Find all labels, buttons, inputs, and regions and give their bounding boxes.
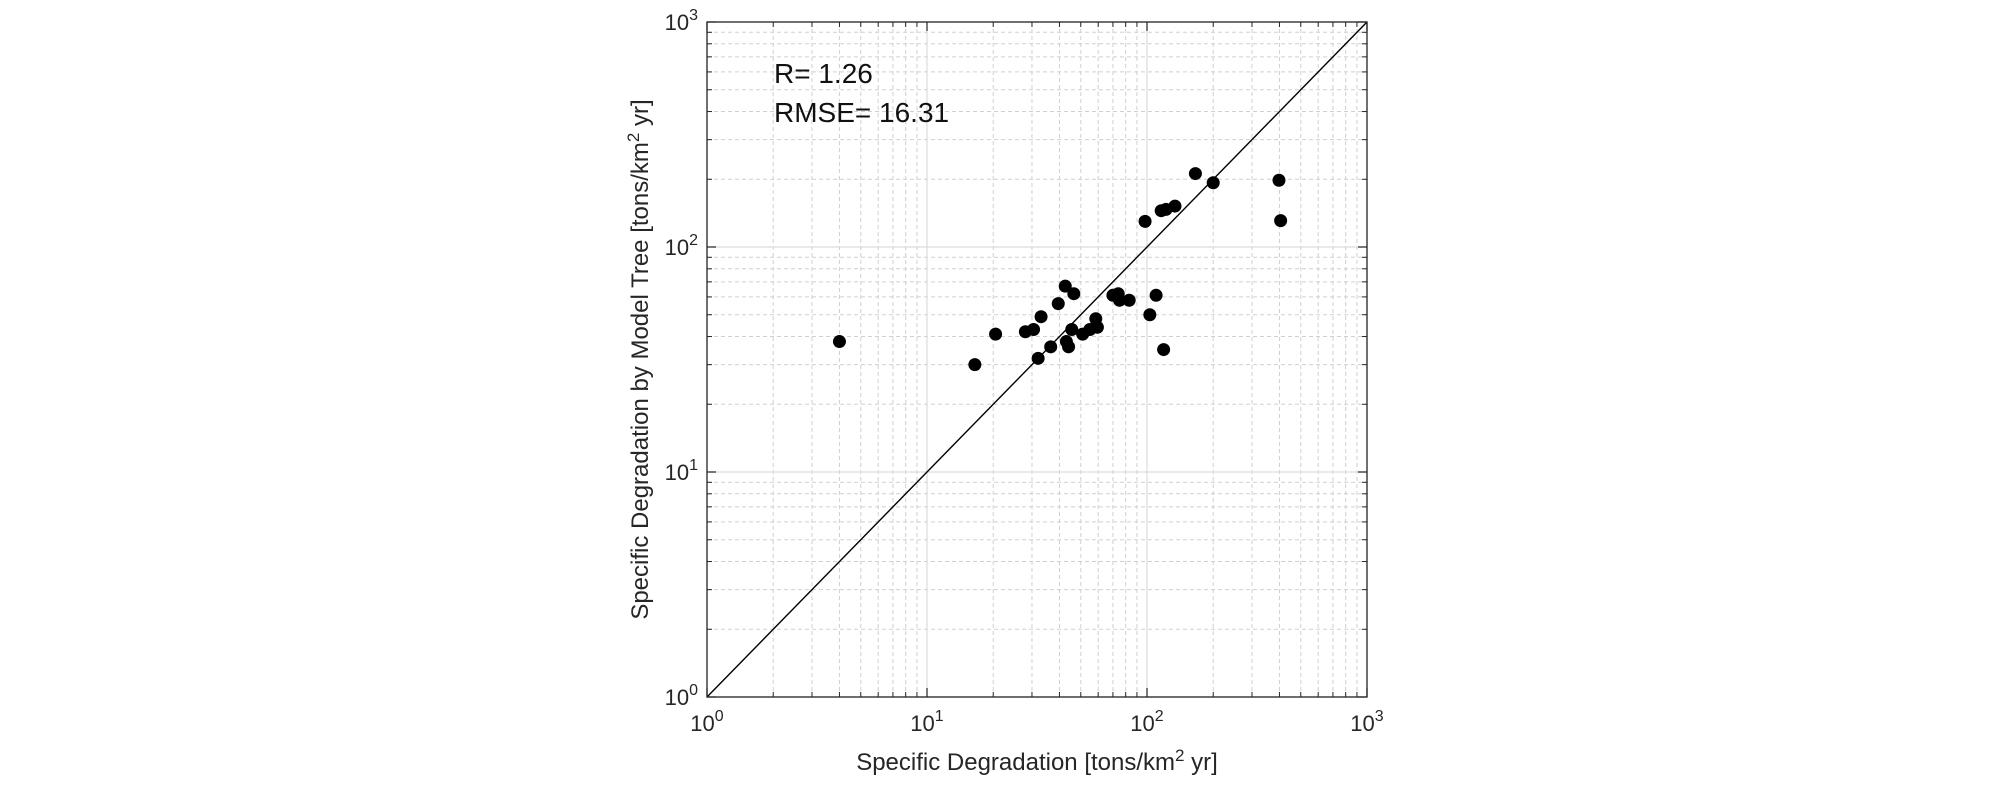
data-point [1044,340,1058,354]
data-point [989,327,1003,341]
data-point [1090,320,1104,334]
annotation-rmse: RMSE= 16.31 [774,97,949,128]
tick-exponent: 1 [935,708,944,725]
data-point [1168,199,1182,213]
x-tick-labels: 100 101 102 103 [690,708,1383,736]
x-tick-label: 101 [910,708,943,736]
data-point [1272,173,1286,187]
data-point [832,335,846,349]
data-point [1138,214,1152,228]
plot-frame [706,21,1368,698]
x-axis-title: Specific Degradation [tons/km2 yr] [856,746,1218,776]
minor-grid [707,22,1367,697]
tick-exponent: 2 [1155,708,1164,725]
data-points [832,167,1288,372]
y-tick-label: 102 [665,232,698,260]
tick-base: 10 [1130,711,1154,736]
tick-exponent: 3 [689,7,698,24]
y-axis-title-end: yr] [627,99,654,132]
tick-base: 10 [910,711,934,736]
tick-base: 10 [665,460,689,485]
tick-exponent: 0 [689,682,698,699]
x-axis-title-end: yr] [1184,749,1217,776]
x-tick-label: 102 [1130,708,1163,736]
tick-exponent: 3 [1375,708,1384,725]
x-axis-title-main: Specific Degradation [tons/km [856,749,1175,776]
tick-base: 10 [690,711,714,736]
data-point [1113,293,1127,307]
data-point [1034,310,1048,324]
y-axis-title-sup: 2 [624,133,643,142]
data-point [1206,176,1220,190]
tick-base: 10 [1350,711,1374,736]
data-point [1027,322,1041,336]
tick-exponent: 1 [689,457,698,474]
x-tick-label: 103 [1350,708,1383,736]
tick-exponent: 2 [689,232,698,249]
y-tick-label: 103 [665,7,698,35]
data-point [1157,343,1171,357]
data-point [1067,287,1081,301]
data-point [1062,340,1076,354]
tick-base: 10 [665,685,689,710]
annotation-r: R= 1.26 [774,58,873,89]
data-point [1058,279,1072,293]
data-point [1051,297,1065,311]
y-axis-title: Specific Degradation by Model Tree [tons… [624,99,654,619]
data-point [1143,308,1157,322]
y-tick-label: 101 [665,457,698,485]
x-tick-label: 100 [690,708,723,736]
data-point [968,358,982,372]
data-point [1122,293,1136,307]
x-axis-title-sup: 2 [1175,746,1184,765]
axis-ticks [706,21,1368,698]
y-tick-label: 100 [665,682,698,710]
data-point [1065,322,1079,336]
tick-base: 10 [665,10,689,35]
data-point [1031,351,1045,365]
y-axis-title-main: Specific Degradation by Model Tree [tons… [627,142,654,620]
data-point [1274,214,1288,228]
tick-base: 10 [665,235,689,260]
tick-exponent: 0 [715,708,724,725]
data-point [1149,288,1163,302]
data-point [1188,167,1202,181]
